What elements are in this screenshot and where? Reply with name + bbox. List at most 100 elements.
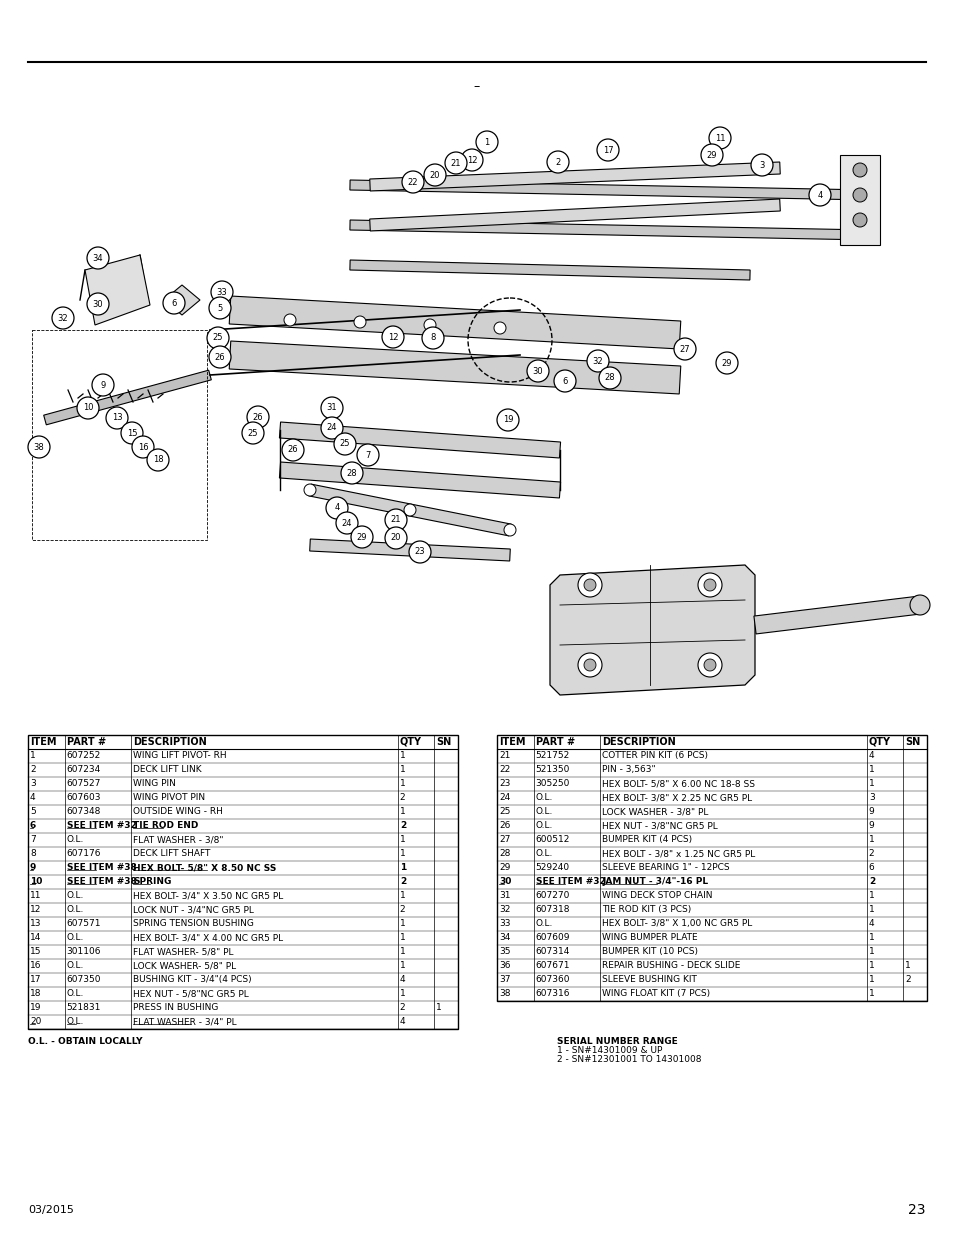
Text: 9: 9	[868, 808, 874, 816]
Circle shape	[403, 504, 416, 516]
Text: 29: 29	[498, 863, 510, 872]
Circle shape	[526, 359, 548, 382]
Text: 13: 13	[30, 920, 42, 929]
Text: 1: 1	[399, 850, 405, 858]
Text: 32: 32	[498, 905, 510, 914]
Text: 1: 1	[399, 779, 405, 788]
Text: 607348: 607348	[67, 808, 101, 816]
Text: 2 - SN#12301001 TO 14301008: 2 - SN#12301001 TO 14301008	[557, 1055, 700, 1065]
Text: SERIAL NUMBER RANGE: SERIAL NUMBER RANGE	[557, 1037, 677, 1046]
Text: 2: 2	[399, 878, 406, 887]
Text: 521350: 521350	[535, 766, 569, 774]
Text: 28: 28	[498, 850, 510, 858]
Polygon shape	[550, 564, 754, 695]
Polygon shape	[350, 261, 749, 280]
Circle shape	[320, 417, 343, 438]
Text: 36: 36	[498, 962, 510, 971]
Text: 521752: 521752	[535, 752, 569, 761]
Text: 1: 1	[868, 836, 874, 845]
Text: TIE ROD END: TIE ROD END	[133, 821, 198, 830]
Text: 13: 13	[112, 414, 122, 422]
Text: SEE ITEM #38: SEE ITEM #38	[67, 863, 136, 872]
Text: 3: 3	[759, 161, 764, 169]
Text: QTY: QTY	[868, 737, 890, 747]
Circle shape	[460, 149, 482, 170]
Circle shape	[708, 127, 730, 149]
Text: 24: 24	[341, 519, 352, 527]
Text: 23: 23	[498, 779, 510, 788]
Circle shape	[106, 408, 128, 429]
Text: 20: 20	[30, 1018, 41, 1026]
Polygon shape	[753, 597, 920, 634]
Text: 2: 2	[868, 850, 874, 858]
Text: DECK LIFT LINK: DECK LIFT LINK	[133, 766, 202, 774]
Text: 26: 26	[214, 352, 225, 362]
Text: O.L.: O.L.	[535, 821, 553, 830]
Text: O.L.: O.L.	[67, 1018, 84, 1026]
Text: 32: 32	[592, 357, 602, 366]
Text: O.L. - OBTAIN LOCALLY: O.L. - OBTAIN LOCALLY	[28, 1037, 142, 1046]
Text: 8: 8	[30, 850, 35, 858]
Circle shape	[340, 462, 363, 484]
Text: 21: 21	[498, 752, 510, 761]
Text: HEX BOLT- 3/8" X 1,00 NC GR5 PL: HEX BOLT- 3/8" X 1,00 NC GR5 PL	[601, 920, 752, 929]
Circle shape	[87, 293, 109, 315]
Circle shape	[497, 409, 518, 431]
Text: O.L.: O.L.	[535, 850, 553, 858]
Text: PIN - 3,563": PIN - 3,563"	[601, 766, 655, 774]
Polygon shape	[164, 285, 200, 315]
Text: ITEM: ITEM	[30, 737, 56, 747]
Text: TIE ROD KIT (3 PCS): TIE ROD KIT (3 PCS)	[601, 905, 691, 914]
Circle shape	[852, 188, 866, 203]
Text: 1: 1	[399, 766, 405, 774]
Text: COTTER PIN KIT (6 PCS): COTTER PIN KIT (6 PCS)	[601, 752, 707, 761]
Text: 607527: 607527	[67, 779, 101, 788]
Text: 1: 1	[868, 976, 874, 984]
Text: 18: 18	[152, 456, 163, 464]
Circle shape	[401, 170, 423, 193]
Text: 1: 1	[399, 920, 405, 929]
Text: 607252: 607252	[67, 752, 101, 761]
Text: 33: 33	[216, 288, 227, 296]
Circle shape	[334, 433, 355, 454]
Text: 24: 24	[498, 794, 510, 803]
Text: 607603: 607603	[67, 794, 101, 803]
Text: FLAT WASHER - 3/8": FLAT WASHER - 3/8"	[133, 836, 223, 845]
Text: SPRING: SPRING	[133, 878, 172, 887]
Text: LOCK NUT - 3/4"NC GR5 PL: LOCK NUT - 3/4"NC GR5 PL	[133, 905, 253, 914]
Text: 4: 4	[399, 1018, 405, 1026]
Text: 4: 4	[334, 504, 339, 513]
Text: HEX BOLT- 3/8" X 2.25 NC GR5 PL: HEX BOLT- 3/8" X 2.25 NC GR5 PL	[601, 794, 752, 803]
Text: DESCRIPTION: DESCRIPTION	[133, 737, 207, 747]
Text: O.L.: O.L.	[67, 934, 84, 942]
Text: 2: 2	[868, 878, 874, 887]
Text: 22: 22	[407, 178, 417, 186]
Polygon shape	[85, 254, 150, 325]
Circle shape	[121, 422, 143, 445]
Text: 12: 12	[387, 332, 397, 342]
Text: SEE ITEM #32: SEE ITEM #32	[67, 821, 136, 830]
Circle shape	[546, 151, 568, 173]
Text: 1: 1	[868, 989, 874, 999]
Text: 4: 4	[399, 976, 405, 984]
Text: 607270: 607270	[535, 892, 569, 900]
Text: SN: SN	[904, 737, 920, 747]
Circle shape	[209, 296, 231, 319]
Text: 28: 28	[346, 468, 357, 478]
Text: ITEM: ITEM	[498, 737, 525, 747]
Polygon shape	[44, 370, 212, 425]
Text: WING BUMPER PLATE: WING BUMPER PLATE	[601, 934, 697, 942]
Text: 1: 1	[399, 947, 405, 956]
Text: DESCRIPTION: DESCRIPTION	[601, 737, 676, 747]
Text: 1: 1	[399, 934, 405, 942]
Text: SPRING TENSION BUSHING: SPRING TENSION BUSHING	[133, 920, 253, 929]
Text: SLEEVE BUSHING KIT: SLEEVE BUSHING KIT	[601, 976, 697, 984]
Text: 15: 15	[30, 947, 42, 956]
Text: 5: 5	[30, 808, 35, 816]
Circle shape	[698, 573, 721, 597]
Circle shape	[421, 327, 443, 350]
Circle shape	[409, 541, 431, 563]
Polygon shape	[310, 538, 510, 561]
Text: O.L.: O.L.	[67, 892, 84, 900]
Text: 21: 21	[391, 515, 401, 525]
